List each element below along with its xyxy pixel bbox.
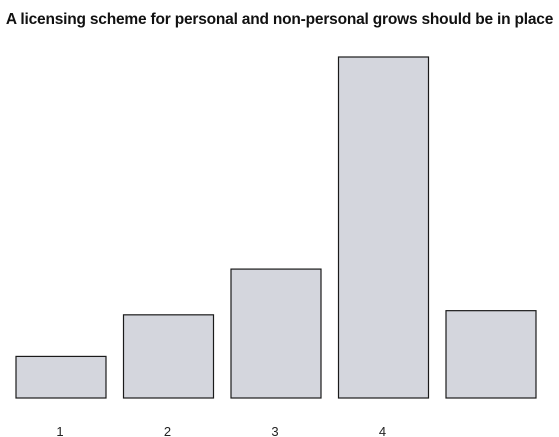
x-tick-label-2: 2 xyxy=(164,424,171,437)
bar-item-5 xyxy=(445,310,537,399)
x-tick-label-3: 3 xyxy=(271,424,278,437)
x-tick-labels: 1 2 3 4 xyxy=(56,424,386,437)
bar-4 xyxy=(337,56,430,399)
x-tick-label-1: 1 xyxy=(56,424,63,437)
chart-title: A licensing scheme for personal and non-… xyxy=(5,11,554,28)
bar-3 xyxy=(230,268,322,399)
bar-2 xyxy=(122,314,215,399)
bar-1 xyxy=(15,355,107,399)
bars-group xyxy=(15,56,537,399)
x-tick-label-4: 4 xyxy=(379,424,386,437)
